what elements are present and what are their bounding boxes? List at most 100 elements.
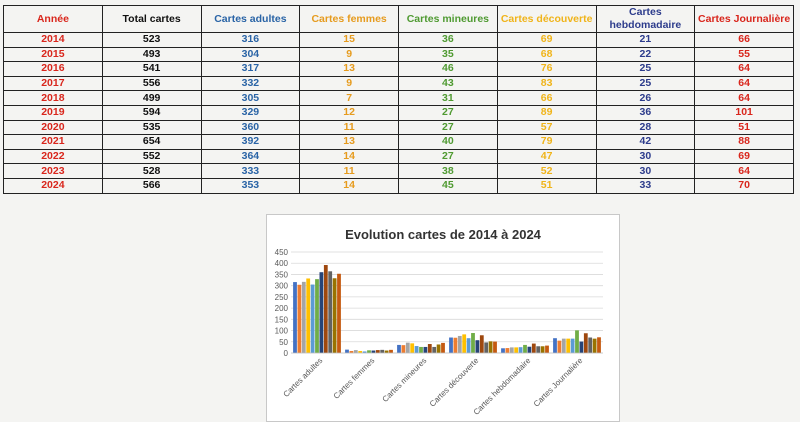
bar bbox=[401, 345, 406, 353]
bar bbox=[475, 340, 480, 353]
table-row: 2024 566 353 14 45 51 33 70 bbox=[3, 177, 794, 194]
bar bbox=[380, 349, 385, 353]
table-row: 2014 523 316 15 36 69 21 66 bbox=[3, 32, 794, 48]
cell-femmes: 11 bbox=[299, 119, 399, 136]
cell-total: 493 bbox=[101, 46, 202, 63]
bar bbox=[597, 337, 601, 353]
bar bbox=[319, 272, 324, 353]
bar bbox=[536, 346, 541, 353]
x-tick-label: Cartes hebdomadaire bbox=[472, 356, 533, 417]
bar bbox=[523, 344, 527, 353]
bar bbox=[315, 279, 319, 353]
cell-journaliere: 55 bbox=[694, 46, 794, 63]
cell-mineures: 27 bbox=[398, 119, 498, 136]
header-total: Total cartes bbox=[101, 5, 202, 33]
table-row: 2020 535 360 11 27 57 28 51 bbox=[3, 119, 794, 136]
cell-femmes: 13 bbox=[299, 61, 399, 77]
bar bbox=[540, 346, 545, 353]
bar bbox=[479, 335, 484, 353]
header-journaliere: Cartes Journalière bbox=[694, 5, 794, 33]
y-tick-label: 200 bbox=[275, 304, 289, 313]
cell-adultes: 364 bbox=[200, 148, 301, 165]
table-header-row: Année Total cartes Cartes adultes Cartes… bbox=[3, 5, 794, 33]
bar bbox=[493, 341, 497, 353]
bar bbox=[293, 282, 297, 353]
cell-hebdomadaire: 30 bbox=[595, 148, 696, 165]
cell-decouverte: 52 bbox=[496, 163, 597, 179]
bar bbox=[514, 347, 519, 353]
cell-hebdomadaire: 28 bbox=[595, 119, 696, 136]
bar bbox=[509, 347, 514, 353]
y-tick-label: 150 bbox=[275, 315, 289, 324]
cell-total: 541 bbox=[101, 61, 202, 77]
bar bbox=[427, 344, 432, 353]
bar bbox=[583, 333, 588, 353]
table-row: 2017 556 332 9 43 83 25 64 bbox=[3, 75, 794, 92]
cell-total: 594 bbox=[101, 104, 202, 121]
bar bbox=[423, 346, 428, 353]
x-tick-label: Cartes femmes bbox=[332, 356, 377, 401]
cell-total: 499 bbox=[101, 90, 202, 106]
bar bbox=[358, 350, 363, 353]
y-tick-label: 100 bbox=[275, 327, 289, 336]
bar bbox=[518, 347, 523, 353]
cell-hebdomadaire: 22 bbox=[595, 46, 696, 63]
bar bbox=[488, 341, 493, 353]
header-annee: Année bbox=[3, 5, 103, 33]
cell-mineures: 46 bbox=[398, 61, 498, 77]
bar bbox=[345, 349, 349, 353]
cell-total: 552 bbox=[101, 148, 202, 165]
bar bbox=[441, 342, 445, 353]
cell-journaliere: 64 bbox=[694, 61, 794, 77]
cell-annee: 2017 bbox=[3, 75, 103, 92]
bar bbox=[337, 273, 341, 353]
cell-adultes: 305 bbox=[200, 90, 301, 106]
bar bbox=[557, 340, 562, 353]
cell-adultes: 316 bbox=[200, 32, 301, 48]
y-tick-label: 300 bbox=[275, 282, 289, 291]
cell-femmes: 9 bbox=[299, 46, 399, 63]
bar bbox=[471, 333, 475, 353]
cell-mineures: 40 bbox=[398, 134, 498, 150]
bar bbox=[566, 338, 571, 353]
y-tick-label: 50 bbox=[279, 338, 288, 347]
cell-total: 523 bbox=[101, 32, 202, 48]
table-row: 2019 594 329 12 27 89 36 101 bbox=[3, 104, 794, 121]
cell-mineures: 36 bbox=[398, 32, 498, 48]
cell-femmes: 14 bbox=[299, 177, 399, 194]
cell-decouverte: 47 bbox=[496, 148, 597, 165]
table-row: 2022 552 364 14 27 47 30 69 bbox=[3, 148, 794, 165]
bar bbox=[592, 338, 597, 353]
cell-femmes: 15 bbox=[299, 32, 399, 48]
cell-annee: 2020 bbox=[3, 119, 103, 136]
bar bbox=[527, 346, 532, 353]
cell-journaliere: 70 bbox=[694, 177, 794, 194]
table-row: 2023 528 333 11 38 52 30 64 bbox=[3, 163, 794, 179]
y-tick-label: 350 bbox=[275, 270, 289, 279]
cell-adultes: 329 bbox=[200, 104, 301, 121]
bar bbox=[297, 284, 302, 353]
cell-decouverte: 83 bbox=[496, 75, 597, 92]
cell-journaliere: 51 bbox=[694, 119, 794, 136]
bar bbox=[384, 350, 389, 353]
cell-decouverte: 89 bbox=[496, 104, 597, 121]
cell-hebdomadaire: 26 bbox=[595, 90, 696, 106]
table-row: 2021 654 392 13 40 79 42 88 bbox=[3, 134, 794, 150]
cell-annee: 2018 bbox=[3, 90, 103, 106]
cell-annee: 2021 bbox=[3, 134, 103, 150]
cell-journaliere: 64 bbox=[694, 90, 794, 106]
x-tick-label: Cartes Journalière bbox=[532, 356, 585, 409]
cell-decouverte: 51 bbox=[496, 177, 597, 194]
bar bbox=[310, 284, 315, 353]
cell-femmes: 7 bbox=[299, 90, 399, 106]
table-row: 2015 493 304 9 35 68 22 55 bbox=[3, 46, 794, 63]
cell-journaliere: 64 bbox=[694, 163, 794, 179]
bar bbox=[323, 265, 328, 353]
bar bbox=[466, 338, 471, 353]
bar bbox=[362, 351, 367, 353]
cell-annee: 2014 bbox=[3, 32, 103, 48]
cell-hebdomadaire: 42 bbox=[595, 134, 696, 150]
cell-adultes: 360 bbox=[200, 119, 301, 136]
bar bbox=[405, 342, 410, 353]
cell-journaliere: 69 bbox=[694, 148, 794, 165]
